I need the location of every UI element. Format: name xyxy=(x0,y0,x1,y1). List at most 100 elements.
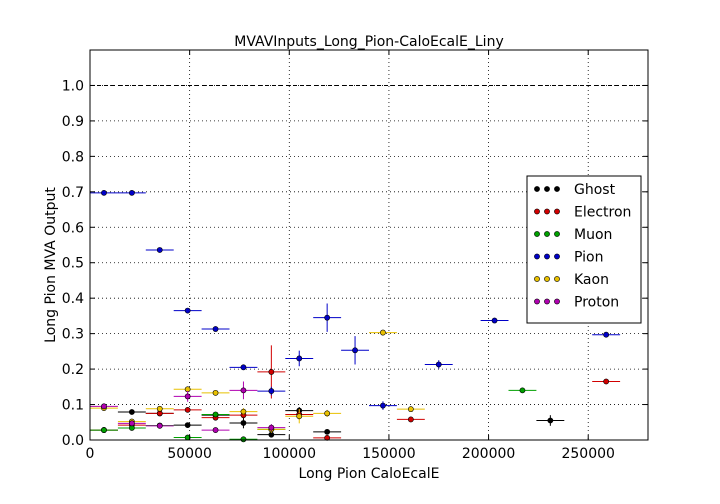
data-point xyxy=(603,331,610,338)
y-tick-label: 0.0 xyxy=(62,433,84,449)
legend-marker xyxy=(544,298,550,305)
legend-marker xyxy=(544,186,550,192)
legend: Ghost Electron Muon Pion Kaon Proton xyxy=(526,175,642,324)
data-point xyxy=(156,422,163,429)
legend-label: Kaon xyxy=(574,272,609,288)
legend-marker xyxy=(534,208,540,215)
data-point xyxy=(101,403,107,410)
legend-marker xyxy=(534,186,540,192)
x-tick-label: 200000 xyxy=(462,446,515,462)
data-point xyxy=(491,317,498,324)
data-point xyxy=(324,410,331,417)
data-point xyxy=(296,355,303,362)
legend-item-kaon: Kaon xyxy=(534,272,609,288)
data-point xyxy=(184,307,191,314)
legend-box xyxy=(526,175,642,324)
x-tick-label: 150000 xyxy=(362,446,415,462)
data-point xyxy=(352,347,358,354)
legend-marker xyxy=(554,253,560,260)
data-point xyxy=(212,427,219,433)
data-point xyxy=(156,247,163,253)
legend-marker xyxy=(554,231,560,237)
data-point xyxy=(184,393,191,400)
y-tick-label: 0.6 xyxy=(62,220,84,236)
data-point xyxy=(212,326,219,332)
series-proton xyxy=(90,381,286,433)
data-point xyxy=(268,369,275,375)
y-tick-label: 0.5 xyxy=(62,256,84,272)
y-tick-label: 0.8 xyxy=(62,149,84,165)
y-tick-label: 0.4 xyxy=(62,291,84,307)
y-tick-label: 0.9 xyxy=(62,114,84,130)
legend-marker xyxy=(554,276,560,282)
data-points xyxy=(90,189,621,443)
data-point xyxy=(324,314,331,321)
data-point xyxy=(268,388,275,394)
data-point xyxy=(128,189,135,196)
data-point xyxy=(380,329,386,336)
legend-marker xyxy=(544,231,550,237)
data-point xyxy=(240,364,247,371)
legend-label: Muon xyxy=(574,227,612,243)
data-point xyxy=(240,420,247,426)
y-tick-label: 1.0 xyxy=(62,78,84,94)
data-point xyxy=(128,409,135,415)
x-tick-label: 250000 xyxy=(561,446,614,462)
data-point xyxy=(156,405,163,412)
legend-marker xyxy=(534,253,540,260)
data-point xyxy=(407,416,414,423)
data-point xyxy=(324,428,331,435)
data-point xyxy=(519,387,526,394)
chart-title: MVAVInputs_Long_Pion-CaloEcalE_Liny xyxy=(234,34,503,50)
legend-marker xyxy=(554,298,560,305)
legend-label: Ghost xyxy=(574,182,616,198)
data-point xyxy=(296,413,303,420)
data-point xyxy=(268,424,275,431)
legend-item-proton: Proton xyxy=(534,295,619,311)
axis-ticks: 0 50000 100000 150000 200000 250000 0.0 0.1 0.2 0… xyxy=(62,50,648,462)
x-tick-label: 0 xyxy=(86,446,95,462)
data-point xyxy=(603,378,610,385)
series-pion xyxy=(90,189,621,410)
legend-item-pion: Pion xyxy=(534,250,603,266)
data-point xyxy=(212,389,219,396)
legend-item-muon: Muon xyxy=(534,227,612,243)
legend-item-electron: Electron xyxy=(534,205,631,221)
legend-marker xyxy=(554,208,560,215)
y-tick-label: 0.7 xyxy=(62,185,84,201)
legend-marker xyxy=(544,208,550,215)
data-point xyxy=(435,361,442,368)
legend-marker xyxy=(544,276,550,282)
legend-marker xyxy=(534,231,540,237)
legend-marker xyxy=(534,298,540,305)
legend-marker xyxy=(544,253,550,260)
legend-marker xyxy=(554,186,560,192)
plot-frame xyxy=(89,49,649,441)
y-tick-label: 0.2 xyxy=(62,362,84,378)
legend-label: Proton xyxy=(574,295,619,311)
data-point xyxy=(101,189,107,196)
y-tick-label: 0.1 xyxy=(62,398,84,414)
legend-label: Electron xyxy=(574,205,631,221)
y-axis-title: Long Pion MVA Output xyxy=(43,187,59,343)
data-point xyxy=(240,387,247,394)
legend-label: Pion xyxy=(574,250,603,266)
data-point xyxy=(212,411,219,418)
data-point xyxy=(240,408,247,415)
series-kaon xyxy=(90,329,425,433)
data-point xyxy=(380,402,386,409)
x-tick-label: 50000 xyxy=(167,446,212,462)
legend-item-ghost: Ghost xyxy=(534,182,616,198)
data-point xyxy=(101,427,107,433)
data-point xyxy=(240,436,247,443)
data-point xyxy=(128,420,135,427)
data-point xyxy=(184,422,191,429)
data-point xyxy=(184,406,191,413)
x-tick-label: 100000 xyxy=(263,446,316,462)
data-point xyxy=(547,417,554,424)
legend-marker xyxy=(534,276,540,282)
x-axis-title: Long Pion CaloEcalE xyxy=(299,466,440,482)
data-point xyxy=(407,406,414,413)
y-tick-label: 0.3 xyxy=(62,327,84,343)
